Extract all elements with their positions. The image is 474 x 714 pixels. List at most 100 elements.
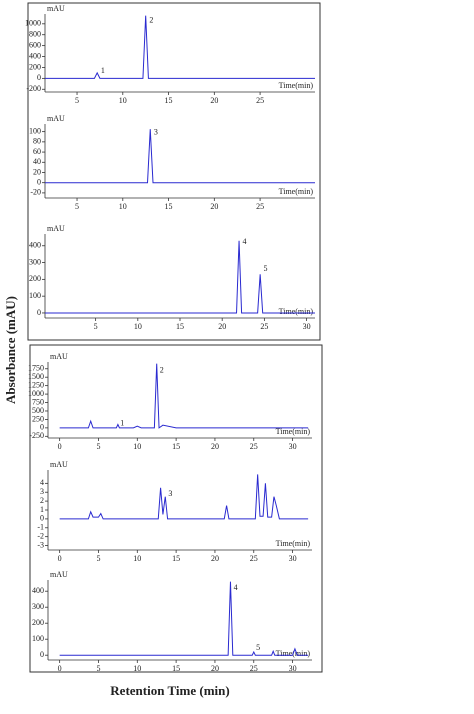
- y-tick-label: 0: [40, 514, 44, 523]
- peak-label: 5: [256, 643, 260, 652]
- trace: [59, 474, 309, 520]
- y-tick-label: -200: [26, 84, 41, 93]
- peak-label: 4: [234, 583, 238, 592]
- y-tick-label: -1: [37, 523, 44, 532]
- y-tick-label: -250: [29, 431, 44, 440]
- y-tick-label: 1250: [28, 380, 44, 389]
- peak-label: 1: [101, 66, 105, 75]
- y-unit: mAU: [50, 352, 68, 361]
- x-tick-label: 5: [96, 554, 100, 563]
- x-tick-label: 5: [75, 202, 79, 211]
- peak-label: 1: [120, 418, 124, 427]
- x-tick-label: 10: [134, 322, 142, 331]
- peak-label: 3: [154, 128, 158, 137]
- group-frame: [27, 2, 321, 341]
- x-tick-label: 0: [58, 442, 62, 451]
- x-tick-label: 15: [165, 96, 173, 105]
- y-tick-label: 20: [33, 167, 41, 176]
- y-tick-label: 750: [32, 397, 44, 406]
- x-tick-label: 10: [119, 202, 127, 211]
- y-tick-label: 600: [29, 40, 41, 49]
- x-tick-label: 20: [211, 442, 219, 451]
- x-tick-label: 10: [133, 442, 141, 451]
- x-tick-label: 25: [250, 664, 258, 673]
- x-tick-label: 5: [94, 322, 98, 331]
- y-tick-label: 1000: [25, 19, 41, 28]
- group-frame: [29, 344, 323, 673]
- x-tick-label: 25: [256, 202, 264, 211]
- x-tick-label: 0: [58, 664, 62, 673]
- y-tick-label: 100: [32, 634, 44, 643]
- y-tick-label: 1750: [28, 364, 44, 373]
- y-tick-label: 400: [29, 241, 41, 250]
- trace: [45, 15, 315, 79]
- x-tick-label: 15: [172, 554, 180, 563]
- x-tick-label: 15: [172, 442, 180, 451]
- y-tick-label: 3: [40, 487, 44, 496]
- x-tick-label: 20: [211, 664, 219, 673]
- x-unit: Time(min): [279, 187, 314, 196]
- x-unit: Time(min): [279, 307, 314, 316]
- y-tick-label: 400: [29, 51, 41, 60]
- x-tick-label: 25: [260, 322, 268, 331]
- trace: [45, 240, 315, 314]
- x-unit: Time(min): [276, 427, 311, 436]
- x-tick-label: 20: [210, 96, 218, 105]
- y-tick-label: 60: [33, 147, 41, 156]
- y-tick-label: 200: [29, 274, 41, 283]
- x-tick-label: 10: [119, 96, 127, 105]
- x-unit: Time(min): [276, 539, 311, 548]
- y-tick-label: 0: [40, 650, 44, 659]
- x-tick-label: 20: [211, 554, 219, 563]
- x-axis-title: Retention Time (min): [110, 683, 229, 698]
- y-unit: mAU: [50, 570, 68, 579]
- y-unit: mAU: [47, 4, 65, 13]
- y-tick-label: 40: [33, 157, 41, 166]
- x-tick-label: 25: [250, 554, 258, 563]
- y-tick-label: 0: [37, 178, 41, 187]
- y-axis-title: Absorbance (mAU): [3, 296, 18, 404]
- y-tick-label: 200: [29, 62, 41, 71]
- y-tick-label: 0: [40, 423, 44, 432]
- x-tick-label: 20: [210, 202, 218, 211]
- y-tick-label: 100: [29, 291, 41, 300]
- x-tick-label: 5: [96, 664, 100, 673]
- y-tick-label: 4: [40, 478, 44, 487]
- y-tick-label: -20: [30, 188, 41, 197]
- y-tick-label: 0: [37, 73, 41, 82]
- x-tick-label: 10: [133, 664, 141, 673]
- y-tick-label: 100: [29, 126, 41, 135]
- x-tick-label: 5: [96, 442, 100, 451]
- y-unit: mAU: [47, 224, 65, 233]
- x-tick-label: 30: [289, 664, 297, 673]
- y-unit: mAU: [47, 114, 65, 123]
- y-tick-label: 250: [32, 414, 44, 423]
- y-tick-label: 1000: [28, 389, 44, 398]
- y-tick-label: 0: [37, 308, 41, 317]
- y-tick-label: 1: [40, 505, 44, 514]
- y-tick-label: 2: [40, 496, 44, 505]
- x-tick-label: 15: [176, 322, 184, 331]
- y-unit: mAU: [50, 460, 68, 469]
- y-tick-label: 80: [33, 137, 41, 146]
- x-tick-label: 30: [303, 322, 311, 331]
- y-tick-label: 300: [29, 257, 41, 266]
- y-tick-label: 300: [32, 602, 44, 611]
- y-tick-label: 1500: [28, 372, 44, 381]
- y-tick-label: -2: [37, 531, 44, 540]
- x-unit: Time(min): [279, 81, 314, 90]
- x-tick-label: 15: [165, 202, 173, 211]
- x-tick-label: 25: [256, 96, 264, 105]
- x-tick-label: 30: [289, 442, 297, 451]
- x-tick-label: 0: [58, 554, 62, 563]
- x-tick-label: 10: [133, 554, 141, 563]
- trace: [59, 581, 309, 656]
- trace: [45, 129, 315, 184]
- y-tick-label: -3: [37, 540, 44, 549]
- x-tick-label: 5: [75, 96, 79, 105]
- peak-label: 3: [168, 489, 172, 498]
- y-tick-label: 800: [29, 30, 41, 39]
- y-tick-label: 200: [32, 618, 44, 627]
- x-tick-label: 30: [289, 554, 297, 563]
